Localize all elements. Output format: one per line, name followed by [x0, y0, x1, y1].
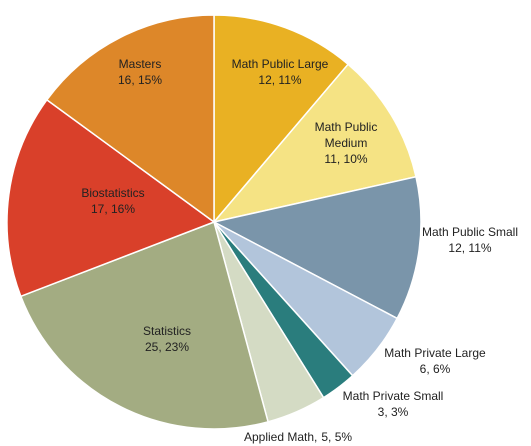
category-label: Masters: [118, 57, 162, 71]
pie-slice: [6, 98, 216, 298]
value-label: 12, 11%: [258, 73, 302, 87]
value-label: 12, 11%: [448, 241, 492, 255]
slice-label: Masters 16, 15%: [118, 56, 162, 88]
slice-label: Math Private Large 6, 6%: [384, 345, 485, 377]
slice-label: Applied Math5, 5%: [244, 429, 352, 445]
pie-slice: [213, 14, 350, 225]
category-label: Math Public Large: [231, 57, 329, 71]
slice-label: Math Public Medium 11, 10%: [306, 119, 386, 167]
slice-label: Statistics 25, 23%: [143, 323, 191, 355]
slice-label: Math Public Small 12, 11%: [422, 224, 518, 256]
value-label: 17, 16%: [90, 202, 136, 216]
category-label: Math Private Small: [342, 389, 444, 403]
value-label: 3, 3%: [377, 405, 409, 419]
category-label: Math Public Medium: [314, 120, 378, 150]
category-label: Applied Math: [244, 430, 321, 444]
value-label: 6, 6%: [419, 362, 451, 376]
pie-slice: [19, 221, 269, 430]
pie-slice: [211, 175, 422, 320]
category-label: Math Public Small: [421, 225, 519, 239]
category-label: Math Private Large: [384, 346, 486, 360]
value-label: 11, 10%: [324, 152, 368, 166]
slice-label: Biostatistics 17, 16%: [81, 185, 144, 217]
value-label: 16, 15%: [117, 73, 163, 87]
category-label: Statistics: [142, 324, 192, 338]
value-label: 25, 23%: [144, 340, 190, 354]
slice-label: Math Private Small 3, 3%: [343, 388, 444, 420]
value-label: 5, 5%: [321, 430, 353, 444]
slice-label: Math Public Large 12, 11%: [232, 56, 329, 88]
category-label: Biostatistics: [81, 186, 145, 200]
pie-slice: [211, 63, 417, 224]
pie-slice: [45, 14, 215, 224]
